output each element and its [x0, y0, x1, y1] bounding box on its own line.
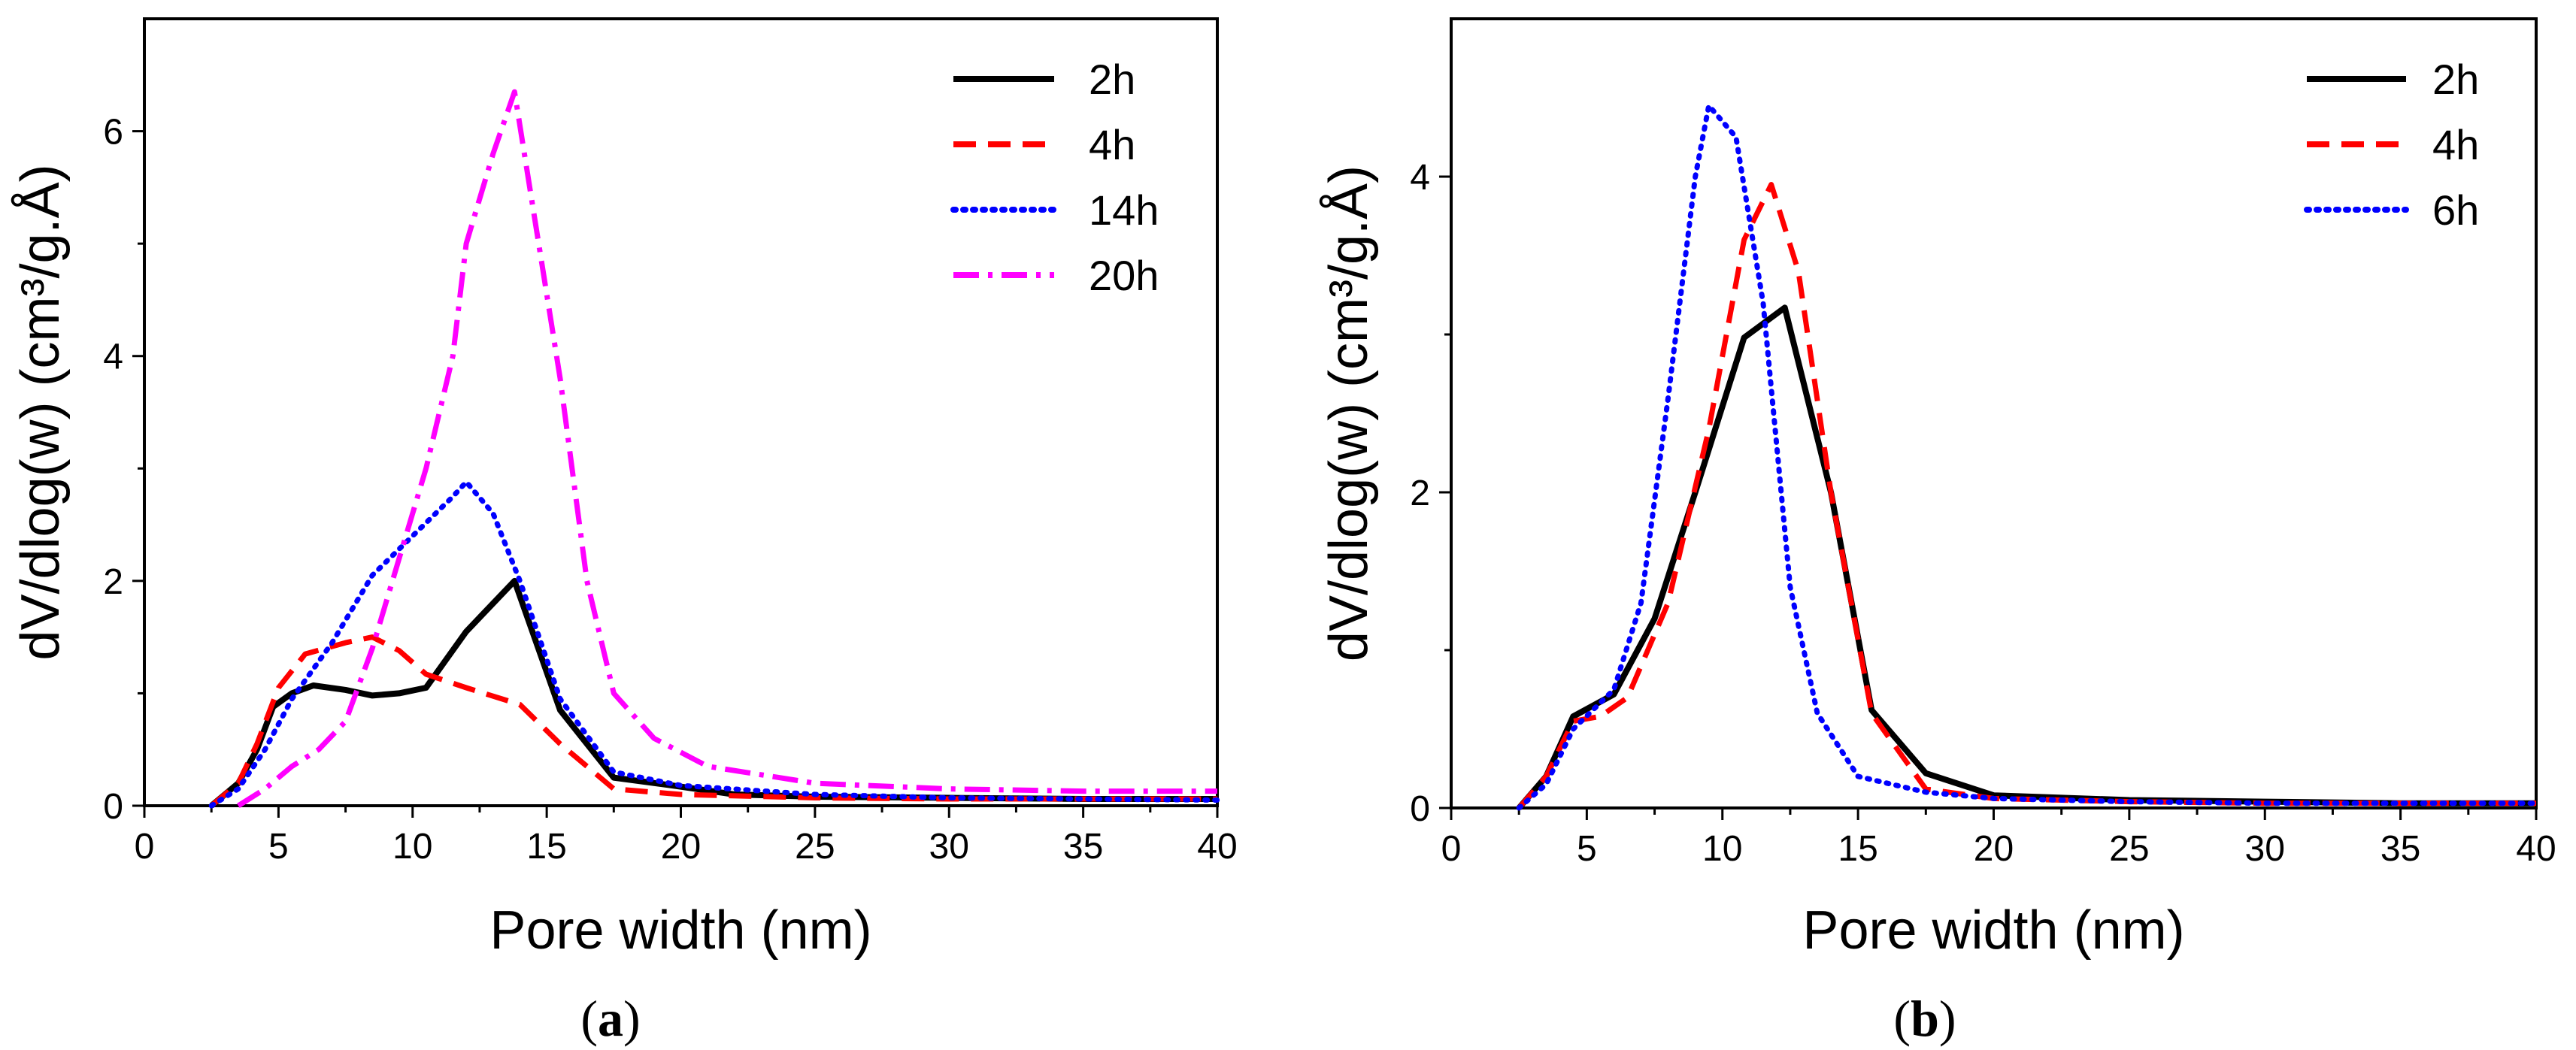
legend-label-4h: 4h: [2432, 121, 2479, 168]
x-tick-label: 35: [2381, 829, 2420, 869]
x-tick-label: 40: [2516, 829, 2556, 869]
x-tick-label: 0: [1441, 829, 1462, 869]
x-tick-label: 10: [392, 827, 432, 867]
y-axis-title: dV/dlog(w) (cm³/g.Å): [1319, 165, 1379, 661]
series-line-4h: [1517, 182, 2536, 810]
panel-label-letter: a: [598, 990, 623, 1047]
series-line-4h: [209, 634, 1217, 808]
legend-label-4h: 4h: [1089, 121, 1135, 168]
series-line-14h: [208, 479, 1220, 809]
x-tick-label: 5: [1577, 829, 1597, 869]
y-axis-title: dV/dlog(w) (cm³/g.Å): [11, 164, 71, 660]
panel-a: 0 5 10 15 20 25 30 35 40 0 2 4 6 Pore width (nm) dV/dl…: [11, 17, 1238, 1047]
series-line-2h: [209, 577, 1217, 809]
y-tick-label: 2: [103, 562, 123, 602]
y-tick-label: 6: [103, 113, 123, 153]
panel-b: 0 5 10 15 20 25 30 35 40 0 2 4 Pore width (nm) dV/dlo…: [1319, 17, 2556, 1047]
panel-label-letter: b: [1911, 990, 1939, 1047]
legend-label-6h: 6h: [2432, 186, 2479, 234]
x-tick-label: 35: [1063, 827, 1103, 867]
x-tick-label: 15: [1838, 829, 1877, 869]
x-tick-label: 30: [929, 827, 969, 867]
x-tick-label: 20: [1974, 829, 2014, 869]
panel-label: (b): [1893, 990, 1956, 1047]
legend-label-20h: 20h: [1089, 252, 1159, 299]
x-tick-label: 25: [795, 827, 835, 867]
legend-label-14h: 14h: [1089, 186, 1159, 234]
x-tick-label: 10: [1702, 829, 1742, 869]
y-tick-label: 0: [103, 787, 123, 827]
panel-label-close: ): [1939, 990, 1956, 1047]
y-tick-label: 4: [1410, 158, 1430, 198]
series-line-20h: [237, 89, 1217, 808]
x-tick-label: 15: [526, 827, 566, 867]
panel-label-open: (: [1893, 990, 1911, 1047]
y-tick-label: 4: [103, 337, 123, 377]
x-axis-title: Pore width (nm): [1802, 900, 2184, 961]
x-tick-label: 0: [135, 827, 155, 867]
y-tick-label: 2: [1410, 474, 1430, 513]
legend-label-2h: 2h: [1089, 56, 1135, 103]
panel-label-close: ): [623, 990, 641, 1047]
y-tick-label: 0: [1410, 789, 1430, 829]
x-tick-label: 30: [2245, 829, 2285, 869]
x-tick-label: 40: [1197, 827, 1237, 867]
x-axis-title: Pore width (nm): [489, 900, 871, 961]
x-tick-label: 20: [661, 827, 701, 867]
panel-label-open: (: [580, 990, 598, 1047]
panel-label: (a): [580, 990, 640, 1047]
series-line-6h: [1516, 103, 2539, 811]
x-tick-label: 25: [2109, 829, 2149, 869]
legend-label-2h: 2h: [2432, 56, 2479, 103]
x-tick-label: 5: [268, 827, 289, 867]
